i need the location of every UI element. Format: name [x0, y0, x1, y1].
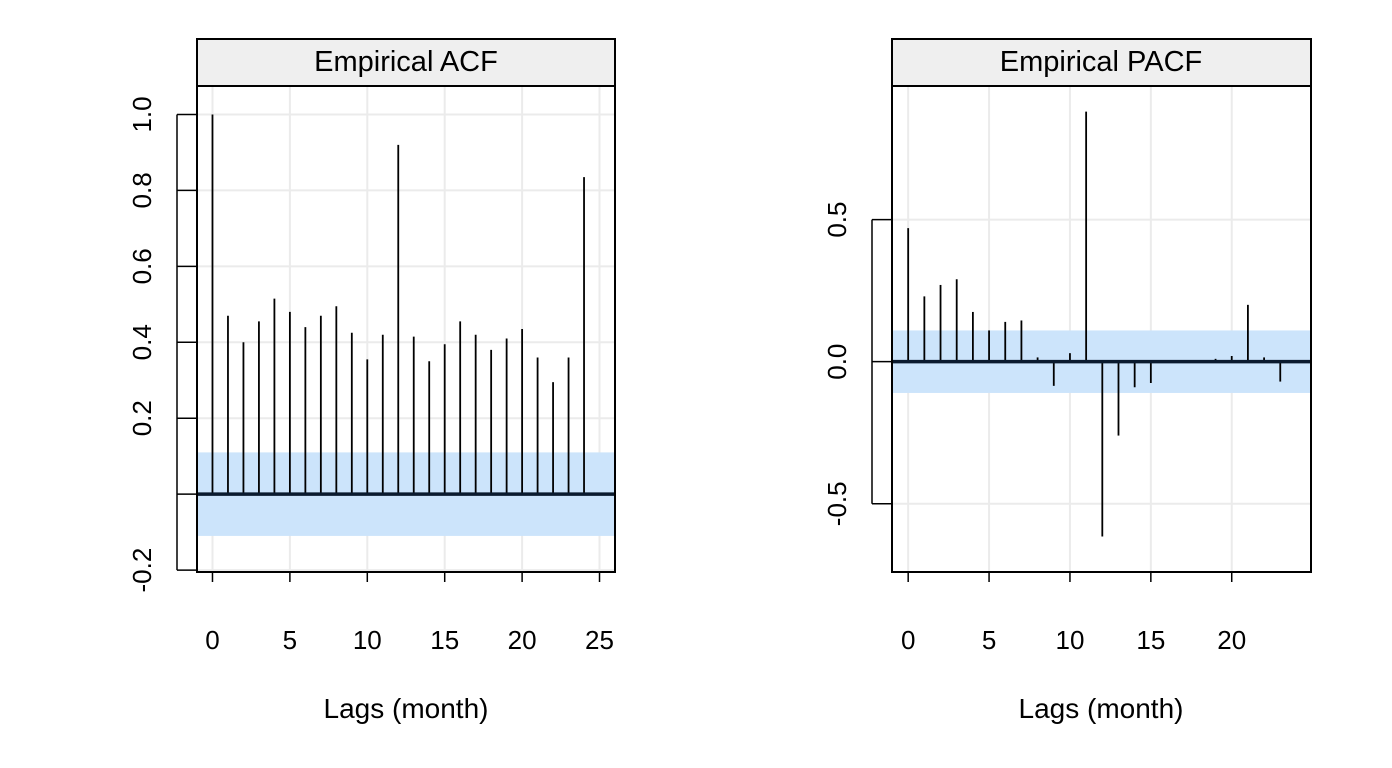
- acf-x-tick-label: 5: [283, 625, 297, 655]
- pacf-x-tick-label: 5: [982, 625, 996, 655]
- pacf-y-tick-label: -0.5: [822, 481, 852, 526]
- pacf-x-axis-label: Lags (month): [1019, 693, 1184, 724]
- pacf-x-tick-label: 15: [1136, 625, 1165, 655]
- acf-y-tick-label: 0.6: [127, 248, 157, 284]
- acf-panel: Empirical ACF 0 5 10 15 20 25 -0.2 0.2 0.4 0.6 0.…: [127, 38, 616, 724]
- acf-y-tick-label: -0.2: [127, 548, 157, 593]
- pacf-bars: [907, 111, 1282, 537]
- pacf-x-tick-label: 0: [901, 625, 915, 655]
- acf-title: Empirical ACF: [314, 46, 498, 78]
- acf-y-tick-label: 0.2: [127, 400, 157, 436]
- acf-y-tick-label: 1.0: [127, 96, 157, 132]
- acf-title-strip: [196, 38, 616, 87]
- acf-x-tick-label: 15: [430, 625, 459, 655]
- pacf-y-axis: -0.5 0.0 0.5: [822, 202, 892, 526]
- acf-x-tick-label: 0: [205, 625, 219, 655]
- acf-x-tick-label: 25: [585, 625, 614, 655]
- acf-y-tick-label: 0.4: [127, 324, 157, 360]
- pacf-panel: Empirical PACF 0 5 10 15 20 -0.5 0.0 0.5 Lags …: [822, 38, 1312, 724]
- acf-y-tick-label: 0.8: [127, 172, 157, 208]
- acf-x-axis-label: Lags (month): [324, 693, 489, 724]
- acf-x-tick-label: 10: [353, 625, 382, 655]
- acf-bars: [211, 114, 585, 495]
- pacf-x-tick-label: 20: [1217, 625, 1246, 655]
- pacf-title-strip: [891, 38, 1312, 87]
- pacf-y-tick-label: 0.0: [822, 344, 852, 380]
- pacf-x-axis: 0 5 10 15 20: [901, 571, 1246, 655]
- acf-y-axis: -0.2 0.2 0.4 0.6 0.8 1.0: [127, 96, 197, 593]
- acf-x-tick-label: 20: [508, 625, 537, 655]
- pacf-title: Empirical PACF: [1000, 46, 1203, 78]
- pacf-x-tick-label: 10: [1055, 625, 1084, 655]
- acf-x-axis: 0 5 10 15 20 25: [205, 571, 614, 655]
- pacf-y-tick-label: 0.5: [822, 202, 852, 238]
